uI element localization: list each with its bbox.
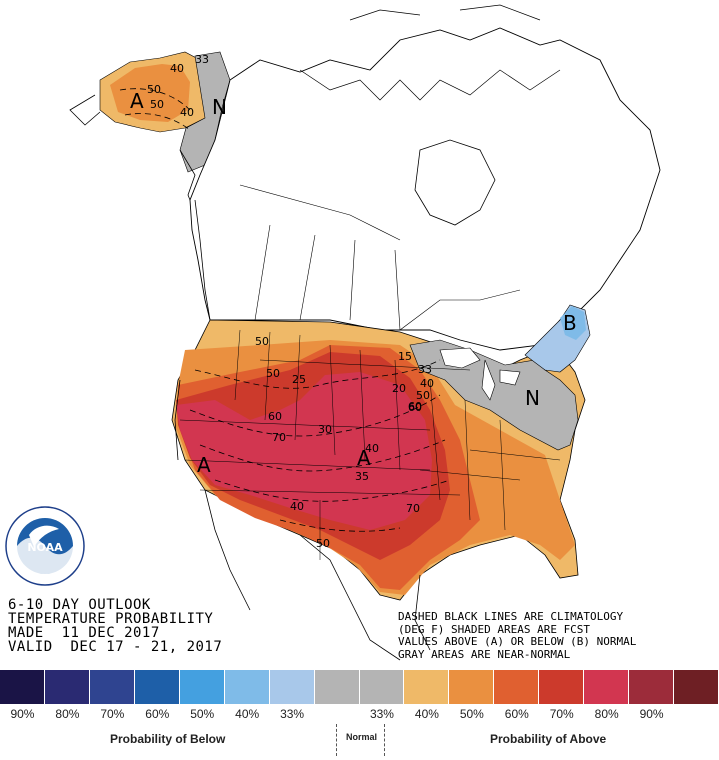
colorbar-tick-label: 50%: [459, 707, 484, 721]
colorbar-swatch: [404, 670, 450, 704]
outlook-subtitle: TEMPERATURE PROBABILITY: [8, 611, 214, 627]
normal-label: Normal: [346, 732, 378, 742]
outlook-title: 6-10 DAY OUTLOOK: [8, 597, 151, 613]
colorbar-tick-label: 90%: [639, 707, 664, 721]
colorbar-swatch: [449, 670, 495, 704]
east-normal-marker: N: [525, 386, 540, 410]
contour-label: 40: [365, 442, 379, 455]
colorbar-tick-label: 50%: [190, 707, 215, 721]
east-near-normal: [409, 339, 579, 451]
contour-label: 60: [268, 410, 282, 423]
colorbar-tick-label: 33%: [369, 707, 394, 721]
colorbar-tick-label: 90%: [10, 707, 35, 721]
alaska-above-50: [110, 64, 190, 122]
normal-divider-left: [336, 724, 337, 756]
hudson-bay: [414, 139, 496, 226]
contour-label: 33: [418, 363, 432, 376]
colorbar-swatch: [359, 670, 405, 704]
colorbar-tick-label: 40%: [414, 707, 439, 721]
contour-label: 35: [355, 470, 369, 483]
colorbar-swatch: [539, 670, 585, 704]
noaa-logo-text: NOAA: [27, 541, 63, 554]
alaska-normal-marker: N: [212, 95, 227, 119]
made-date: MADE 11 DEC 2017: [8, 625, 160, 641]
colorbar-swatch: [44, 670, 90, 704]
probability-below-label: Probability of Below: [110, 732, 226, 746]
state-lines: [179, 329, 561, 560]
central-above-marker: A: [357, 446, 371, 470]
contour-label-group: 50 40 33 50 40 50 50 60 70 60 70 40 35 4…: [147, 53, 434, 550]
colorbar-ticks: 90%80%70%60%50%40%33%.33%40%50%60%70%80%…: [0, 707, 719, 723]
province-lines: [239, 184, 521, 331]
contour-label: 50: [316, 537, 330, 550]
valid-dates: VALID DEC 17 - 21, 2017: [8, 639, 223, 655]
contour-label: 20: [392, 382, 406, 395]
colorbar-swatch: [674, 670, 719, 704]
normal-divider-right: [384, 724, 385, 756]
colorbar-swatch: [89, 670, 135, 704]
probability-above-label: Probability of Above: [490, 732, 607, 746]
contour-label: 60: [408, 400, 422, 413]
colorbar-swatch: [269, 670, 315, 704]
contour-label: 60: [408, 401, 422, 414]
colorbar-swatch: [0, 670, 45, 704]
contour-label: 40: [170, 62, 184, 75]
colorbar-tick-label: 40%: [235, 707, 260, 721]
colorbar-swatch: [179, 670, 225, 704]
contour-label: 40: [420, 377, 434, 390]
colorbar-tick-label: 80%: [55, 707, 80, 721]
climatology-dashed-lines: [119, 88, 451, 532]
legend-note-line: GRAY AREAS ARE NEAR-NORMAL: [398, 647, 571, 661]
colorbar-tick-label: 60%: [145, 707, 170, 721]
northeast-below-marker: B: [563, 311, 577, 335]
colorbar-swatch: [584, 670, 630, 704]
pacific-coast: [174, 199, 211, 461]
contour-label: 70: [272, 431, 286, 444]
contour-label: 50: [147, 83, 161, 96]
arctic-islands: [299, 4, 561, 101]
great-lakes: [439, 347, 521, 401]
west-above-marker: A: [197, 453, 211, 477]
contour-label: 50: [255, 335, 269, 348]
colorbar-tick-label: 60%: [504, 707, 529, 721]
colorbar-tick-label: 70%: [549, 707, 574, 721]
map-legend-note: DASHED BLACK LINES ARE CLIMATOLOGY (DEG …: [398, 610, 637, 661]
contour-label: 40: [180, 106, 194, 119]
noaa-logo: NOAA: [5, 506, 85, 586]
contour-label: 25: [292, 373, 306, 386]
conus-above-80: [176, 372, 432, 530]
contour-label: 70: [406, 502, 420, 515]
mexico-outline: [204, 489, 431, 661]
colorbar-tick-label: 33%: [280, 707, 305, 721]
colorbar-swatch: [224, 670, 270, 704]
colorbar-swatch: [629, 670, 675, 704]
contour-label: 50: [266, 367, 280, 380]
colorbar-swatch: [494, 670, 540, 704]
contour-label: 30: [318, 423, 332, 436]
contour-label: 50: [416, 389, 430, 402]
outlook-title-block: 6-10 DAY OUTLOOK TEMPERATURE PROBABILITY…: [8, 598, 222, 654]
contour-label: 50: [150, 98, 164, 111]
contour-label: 15: [398, 350, 412, 363]
probability-colorbar: [0, 670, 719, 704]
alaska-above-marker: A: [130, 89, 144, 113]
northeast-below-50: [560, 306, 586, 340]
colorbar-swatch: [314, 670, 360, 704]
outlook-map: 50 40 33 50 40 50 50 60 70 60 70 40 35 4…: [69, 4, 661, 661]
colorbar-tick-label: 80%: [594, 707, 619, 721]
contour-label: 40: [290, 500, 304, 513]
legend-note-line: VALUES ABOVE (A) OR BELOW (B) NORMAL: [398, 635, 637, 648]
colorbar-swatch: [134, 670, 180, 704]
legend-note-line: DASHED BLACK LINES ARE CLIMATOLOGY: [398, 610, 624, 623]
legend-note-line: (DEG F) SHADED AREAS ARE FCST: [398, 622, 591, 636]
colorbar-tick-label: 70%: [100, 707, 125, 721]
contour-label: 33: [195, 53, 209, 66]
